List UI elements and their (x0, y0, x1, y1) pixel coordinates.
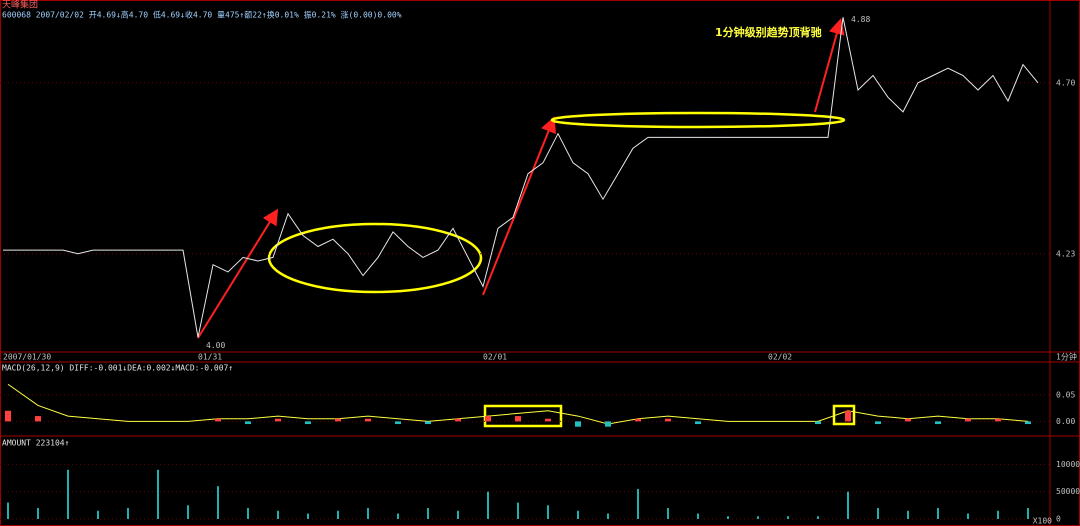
macd-bar (395, 421, 401, 425)
macd-bar (635, 418, 641, 422)
macd-bar (935, 421, 941, 425)
amount-bar (787, 516, 789, 519)
macd-bar (965, 418, 971, 422)
amount-bar (937, 508, 939, 519)
macd-bar (545, 418, 551, 422)
amount-bar (367, 508, 369, 519)
arrow (814, 18, 845, 113)
amount-bar (337, 510, 339, 519)
macd-bar (815, 421, 821, 425)
amount-bar (37, 508, 39, 519)
amount-bar (757, 516, 759, 519)
macd-bar (905, 418, 911, 422)
amount-bar (817, 516, 819, 519)
panel-title: MACD(26,12,9) DIFF:-0.001↓DEA:0.002↓MACD… (2, 364, 233, 373)
macd-bar (275, 418, 281, 422)
y-tick-label: 50000 (1056, 487, 1080, 496)
macd-box (832, 404, 856, 426)
macd-bar (305, 421, 311, 425)
macd-bar (575, 421, 581, 427)
amount-bar (967, 513, 969, 519)
macd-bar (485, 416, 491, 422)
diff-line (7, 383, 1029, 425)
amount-bar (517, 502, 519, 519)
amount-bar (97, 510, 99, 519)
macd-bar (605, 421, 611, 427)
amount-bar (67, 469, 69, 519)
macd-bar (335, 418, 341, 422)
quote-line: 600068 2007/02/02 开4.69↓高4.70 低4.69↓收4.7… (2, 10, 402, 20)
macd-bar (215, 418, 221, 422)
amount-bar (187, 505, 189, 519)
macd-bar (35, 416, 41, 422)
amount-bar (907, 510, 909, 519)
macd-bar (425, 421, 431, 425)
highlights (267, 111, 856, 428)
amount-bar (697, 513, 699, 519)
stock-name: 天峰集团 (2, 0, 38, 11)
y-tick-label: 4.70 (1056, 78, 1075, 87)
macd-bar (995, 418, 1001, 422)
macd-bar (875, 421, 881, 425)
amount-bar (1027, 508, 1029, 519)
amount-bar (457, 510, 459, 519)
panel-title: AMOUNT 223104↑ (2, 439, 69, 448)
y-tick-label: 100000 (1056, 460, 1080, 469)
y-tick-label: 4.23 (1056, 249, 1075, 258)
macd-bar (1025, 421, 1031, 425)
arrow (482, 116, 556, 296)
amount-bar (487, 491, 489, 519)
macd-bar (515, 416, 521, 422)
macd-bar (845, 410, 851, 422)
macd-bar (5, 410, 11, 422)
amount-bar (637, 488, 639, 519)
y-tick-label: 0.00 (1056, 417, 1075, 426)
period-label: 1分钟 (1056, 352, 1077, 362)
x-tick-label: 02/02 (768, 353, 792, 362)
amount-bar (307, 513, 309, 519)
amount-bar (607, 513, 609, 519)
top-ellipse (550, 111, 846, 129)
macd-bar (365, 418, 371, 422)
amount-bar (727, 516, 729, 519)
amount-bar (667, 508, 669, 519)
amount-bar (877, 508, 879, 519)
macd-box (483, 404, 563, 428)
macd-bar (665, 418, 671, 422)
arrow (197, 208, 279, 339)
amount-bar (277, 510, 279, 519)
amount-bar (847, 491, 849, 519)
annotation: 1分钟级别趋势顶背驰 (715, 25, 822, 39)
amount-bar (997, 510, 999, 519)
max-label: 4.88 (851, 15, 870, 24)
amount-bar (127, 508, 129, 519)
y-tick-label: 0 (1056, 515, 1061, 524)
amount-bar (217, 486, 219, 519)
amount-bar (577, 510, 579, 519)
amount-bar (397, 513, 399, 519)
x-tick-label: 2007/01/30 (3, 353, 51, 362)
arrows (197, 18, 845, 339)
min-label: 4.00 (206, 341, 225, 350)
x-tick-label: 02/01 (483, 353, 507, 362)
macd-bar (455, 418, 461, 422)
macd-bar (695, 421, 701, 425)
amount-bar (157, 469, 159, 519)
x-tick-label: 01/31 (198, 353, 222, 362)
amount-bar (7, 502, 9, 519)
y-tick-label: 0.05 (1056, 390, 1075, 399)
amount-bar (247, 508, 249, 519)
amount-bar (427, 508, 429, 519)
unit-label: X100 (1033, 517, 1052, 526)
macd-bar (245, 421, 251, 425)
amount-bar (547, 505, 549, 519)
price-line (3, 17, 1039, 338)
